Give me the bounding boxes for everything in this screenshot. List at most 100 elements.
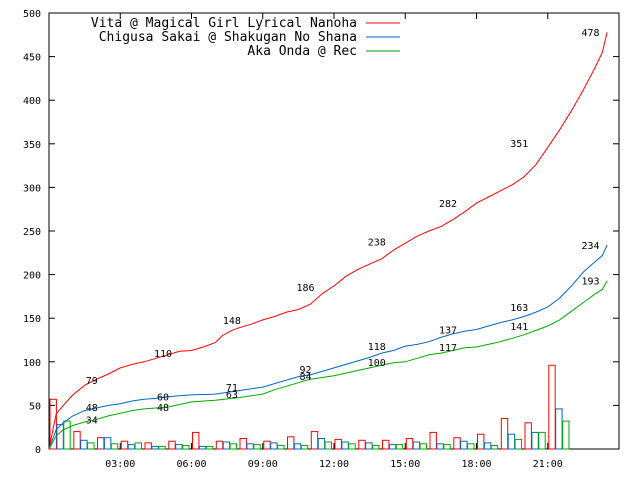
bar-2-12: [348, 443, 356, 450]
x-tick-label: 12:00: [319, 459, 349, 470]
bar-0-6: [192, 431, 200, 450]
data-label-2-1: 48: [157, 403, 169, 414]
bar-2-19: [514, 438, 522, 450]
data-label-0-1: 110: [154, 349, 172, 360]
y-tick-label: 150: [23, 314, 41, 325]
data-label-2-2: 63: [226, 390, 238, 401]
y-tick-label: 350: [23, 140, 41, 151]
y-tick-label: 300: [23, 183, 41, 194]
bar-2-21: [562, 420, 570, 450]
data-label-2-5: 117: [439, 343, 457, 354]
bar-0-0: [49, 398, 57, 450]
bar-1-18: [483, 442, 492, 450]
bar-1-5: [175, 444, 183, 450]
y-axis: 0 50 100 150 200 250 300 350 400 450 500: [23, 9, 619, 456]
x-axis: 03:00 06:00 09:00 12:00 15:00 18:00 21:00: [105, 13, 563, 470]
bar-1-14: [388, 444, 397, 450]
bar-2-5: [182, 445, 190, 450]
bar-1-2: [103, 437, 112, 450]
bar-1-12: [341, 441, 349, 450]
data-label-2-0: 34: [86, 415, 98, 426]
bar-2-18: [490, 445, 499, 450]
bar-1-6: [198, 445, 207, 450]
bar-1-21: [555, 408, 563, 450]
data-label-1-3: 92: [299, 365, 311, 376]
bar-1-3: [127, 444, 136, 450]
bar-2-2: [110, 443, 119, 450]
data-label-1-0: 48: [86, 403, 98, 414]
bar-series-group: [49, 364, 570, 450]
bar-1-8: [246, 443, 254, 450]
line-series-0: [48, 32, 608, 450]
data-label-1-5: 137: [439, 326, 457, 337]
bar-0-7: [215, 440, 224, 450]
y-tick-label: 400: [23, 96, 41, 107]
data-label-1-7: 234: [581, 241, 599, 252]
data-label-2-7: 193: [581, 277, 599, 288]
bar-1-1: [80, 439, 88, 450]
bar-2-15: [419, 443, 428, 450]
data-label-0-0: 79: [86, 376, 98, 387]
bar-1-17: [460, 440, 468, 450]
bar-2-6: [205, 445, 214, 450]
bar-1-13: [365, 442, 373, 450]
bar-0-20: [524, 422, 532, 450]
data-label-2-4: 100: [368, 358, 386, 369]
bar-2-0: [63, 420, 71, 450]
bar-2-20: [538, 431, 546, 450]
bar-1-19: [507, 433, 516, 450]
bar-0-13: [358, 439, 366, 450]
bar-0-2: [97, 437, 105, 450]
bar-0-11: [310, 431, 319, 450]
bar-1-4: [151, 445, 159, 450]
legend-label-2: Aka Onda @ Rec: [247, 44, 357, 59]
bar-0-21: [548, 364, 556, 450]
bar-1-10: [293, 443, 302, 450]
data-label-1-1: 60: [157, 393, 169, 404]
bar-2-11: [324, 441, 333, 450]
bar-2-8: [253, 444, 261, 450]
bar-2-13: [372, 445, 380, 450]
bar-0-15: [405, 438, 414, 450]
data-label-2-3: 84: [299, 372, 311, 383]
bar-0-12: [334, 438, 342, 450]
bar-1-20: [531, 431, 539, 450]
bar-2-16: [443, 444, 451, 450]
x-tick-label: 03:00: [105, 459, 135, 470]
x-tick-label: 21:00: [533, 459, 563, 470]
bar-2-10: [300, 445, 309, 450]
line-series-group: [48, 32, 608, 450]
bar-2-4: [158, 445, 166, 450]
bar-0-4: [144, 442, 152, 450]
x-tick-label: 06:00: [176, 459, 206, 470]
bar-0-16: [429, 431, 437, 450]
y-tick-label: 100: [23, 358, 41, 369]
y-tick-label: 0: [35, 445, 41, 456]
bar-0-9: [263, 440, 271, 450]
line-series-2: [48, 280, 608, 450]
bar-2-17: [467, 443, 475, 450]
bar-1-15: [412, 441, 421, 450]
bar-2-14: [395, 444, 404, 450]
data-label-0-6: 351: [510, 139, 528, 150]
bar-2-1: [87, 442, 95, 450]
bar-1-9: [270, 442, 278, 450]
y-tick-label: 250: [23, 227, 41, 238]
y-tick-label: 500: [23, 9, 41, 20]
data-label-0-4: 238: [368, 238, 386, 249]
data-labels-group: 7911014818623828235147848607192118137163…: [86, 28, 600, 426]
data-label-0-5: 282: [439, 199, 457, 210]
data-label-0-2: 148: [223, 316, 241, 327]
y-tick-label: 50: [29, 401, 41, 412]
data-label-1-4: 118: [368, 342, 386, 353]
legend-label-0: Vita @ Magical Girl Lyrical Nanoha: [91, 16, 357, 31]
data-label-0-7: 478: [581, 28, 599, 39]
bar-0-19: [500, 418, 509, 450]
plot-frame: [48, 12, 620, 450]
data-label-1-2: 71: [226, 383, 238, 394]
bar-0-17: [453, 437, 461, 450]
bar-0-8: [239, 438, 247, 450]
bar-1-11: [317, 438, 326, 450]
bar-0-1: [73, 431, 81, 450]
